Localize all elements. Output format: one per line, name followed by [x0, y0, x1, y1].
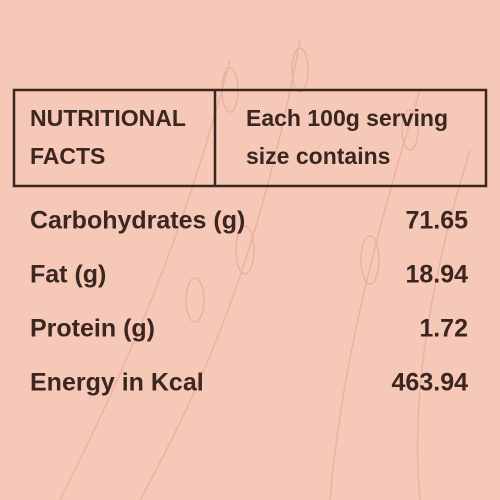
row-label: Carbohydrates (g): [30, 207, 245, 235]
row-label: Fat (g): [30, 261, 106, 289]
row-label: Energy in Kcal: [30, 369, 204, 397]
header-box: [12, 88, 488, 188]
header-right-line: size contains: [246, 143, 390, 169]
row-label: Protein (g): [30, 315, 155, 343]
header-left-line: NUTRITIONAL: [30, 105, 186, 131]
wheat-decoration: [59, 39, 471, 500]
row-value: 71.65: [405, 207, 468, 235]
header-left-line: FACTS: [30, 143, 105, 169]
row-value: 463.94: [392, 369, 469, 397]
rows: Carbohydrates (g) 71.65 Fat (g) 18.94 Protei…: [30, 207, 468, 397]
row-value: 1.72: [419, 315, 468, 343]
row-value: 18.94: [405, 261, 468, 289]
header-right-line: Each 100g serving: [246, 105, 448, 131]
